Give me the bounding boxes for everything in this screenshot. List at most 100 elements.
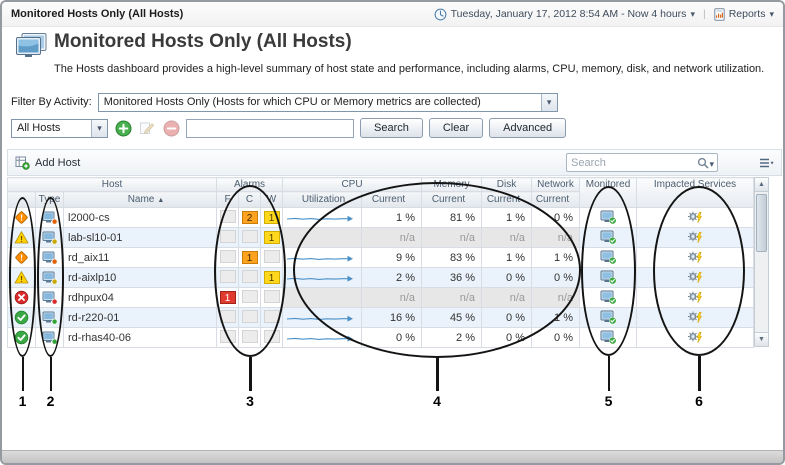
reports-menu[interactable]: Reports [728,8,766,20]
col-header-network-current[interactable]: Current [531,191,581,208]
callout-line-1 [21,357,24,391]
monitored-icon[interactable] [600,210,617,225]
alarm-fatal-count[interactable] [219,249,236,263]
col-header-type[interactable]: Type [35,191,64,208]
svg-text:!: ! [20,253,23,263]
col-header-disk-current[interactable]: Current [481,191,533,208]
add-host-label: Add Host [35,156,81,169]
impacted-services-icon[interactable] [687,330,703,345]
scroll-thumb[interactable] [756,194,767,252]
alarm-warning-count[interactable] [263,249,280,263]
chevron-down-icon[interactable] [709,154,714,172]
impacted-services-icon[interactable] [687,310,703,325]
monitored-icon[interactable] [600,330,617,345]
impacted-services-icon[interactable] [687,290,703,305]
alarm-warning-count[interactable]: 1 [263,211,280,224]
impacted-services-icon[interactable] [687,250,703,265]
chevron-down-icon[interactable] [690,8,695,20]
alarm-warning-count[interactable]: 1 [263,231,280,244]
col-header-critical[interactable]: C [238,191,261,208]
col-header-memory-current[interactable]: Current [421,191,483,208]
host-name[interactable]: rd-r220-01 [63,307,217,328]
impacted-services-icon[interactable] [687,270,703,285]
chevron-down-icon[interactable] [769,8,774,20]
chevron-down-icon[interactable] [91,119,107,137]
alarm-fatal-count[interactable] [219,329,236,343]
search-button[interactable]: Search [360,118,423,138]
clear-button[interactable]: Clear [428,118,484,138]
table-row[interactable]: rd-rhas40-06 0 % 2 % 0 % 0 % [7,327,755,348]
scroll-down-button[interactable]: ▼ [755,332,768,346]
table-scrollbar[interactable]: ▲ ▼ [754,177,769,347]
add-scope-button[interactable] [114,119,132,137]
col-header-impacted-services[interactable]: Impacted Services [636,177,755,208]
scope-select[interactable]: All Hosts [11,118,108,138]
alarm-fatal-count[interactable] [219,309,236,323]
alarm-critical-count[interactable]: 1 [241,251,258,264]
alarm-critical-count[interactable]: 2 [241,211,258,224]
alarm-critical-count[interactable] [241,329,258,343]
grid-options-icon[interactable] [759,157,774,169]
breadcrumb[interactable]: Monitored Hosts Only (All Hosts) [11,8,184,20]
sort-ascending-icon [154,194,164,205]
alarm-critical-count[interactable] [241,269,258,283]
top-bar: Monitored Hosts Only (All Hosts) Tuesday… [2,2,783,27]
alarm-critical-count[interactable] [241,289,258,303]
alarm-fatal-count[interactable] [219,209,236,223]
alarm-warning-count[interactable] [263,329,280,343]
host-name[interactable]: rd_aix11 [63,247,217,268]
alarm-warning-count[interactable] [263,289,280,303]
col-header-name[interactable]: Name [63,191,217,208]
alarm-warning-count[interactable] [263,309,280,323]
col-header-warning[interactable]: W [259,191,284,208]
host-name[interactable]: rd-aixlp10 [63,267,217,288]
alarm-warning-count[interactable]: 1 [263,271,280,284]
time-range-selector[interactable]: Tuesday, January 17, 2012 8:54 AM - Now … [450,8,687,20]
chevron-down-icon[interactable] [540,93,557,111]
disk-current-value: 0 % [481,307,533,328]
network-current-value: 1 % [531,247,581,268]
impacted-services-icon[interactable] [687,210,703,225]
host-name[interactable]: l2000-cs [63,207,217,228]
host-name[interactable]: lab-sl10-01 [63,227,217,248]
host-type-icon [42,231,58,245]
col-header-cpu-current[interactable]: Current [361,191,423,208]
table-row[interactable]: ! rd-aixlp10 1 2 % 36 % 0 % 0 % [7,267,755,288]
alarm-fatal-count[interactable] [219,229,236,243]
toolbar-search-input[interactable] [567,156,698,169]
alarm-critical-count[interactable] [241,309,258,323]
col-header-fatal[interactable]: F [216,191,239,208]
col-header-monitored[interactable]: Monitored [579,177,638,208]
impacted-services-icon[interactable] [687,230,703,245]
alarm-fatal-count[interactable] [219,269,236,283]
monitored-icon[interactable] [600,270,617,285]
status-icon: ! [14,270,29,285]
remove-scope-button[interactable] [162,119,180,137]
add-host-button[interactable]: Add Host [15,155,80,170]
table-row[interactable]: rdhpux04 1 n/a n/a n/a n/a [7,287,755,308]
monitored-icon[interactable] [600,290,617,305]
col-header-utilization[interactable]: Utilization [282,191,363,208]
table-row[interactable]: ! rd_aix11 1 9 % 83 % 1 % 1 % [7,247,755,268]
search-icon[interactable] [697,157,709,169]
table-row[interactable]: rd-r220-01 16 % 45 % 0 % 1 % [7,307,755,328]
alarm-critical-count[interactable] [241,229,258,243]
filter-search-input[interactable] [186,118,354,138]
activity-filter-select[interactable]: Monitored Hosts Only (Hosts for which CP… [97,92,558,112]
scope-value: All Hosts [17,122,61,134]
alarm-fatal-count[interactable]: 1 [219,291,236,304]
monitored-icon[interactable] [600,310,617,325]
host-type-icon [42,251,58,265]
page-title: Monitored Hosts Only (All Hosts) [54,31,352,52]
table-row[interactable]: ! lab-sl10-01 1 n/a n/a n/a n/a [7,227,755,248]
scroll-up-button[interactable]: ▲ [755,178,768,192]
monitored-icon[interactable] [600,230,617,245]
edit-scope-button[interactable] [138,119,156,137]
time-range-icon [434,8,447,21]
host-name[interactable]: rd-rhas40-06 [63,327,217,348]
col-header-status [7,191,36,208]
monitored-icon[interactable] [600,250,617,265]
advanced-button[interactable]: Advanced [489,118,567,138]
host-name[interactable]: rdhpux04 [63,287,217,308]
table-row[interactable]: ! l2000-cs 2 1 1 % 81 % 1 % 0 % [7,207,755,228]
